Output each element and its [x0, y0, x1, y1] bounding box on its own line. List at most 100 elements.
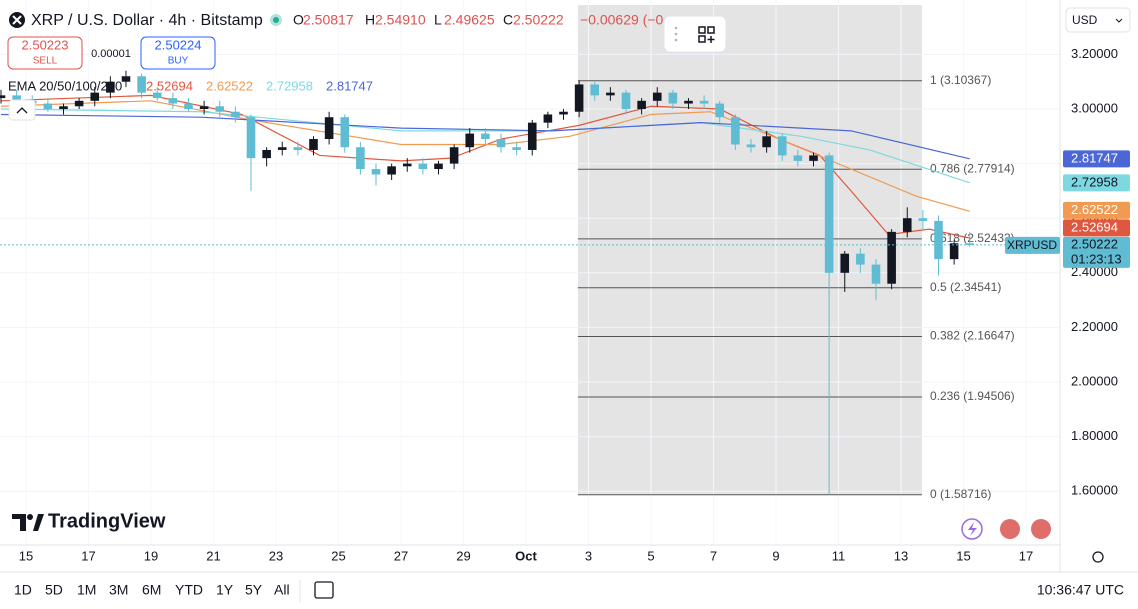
candle-body	[449, 147, 459, 164]
ema-legend-value: 2.72958	[266, 78, 313, 93]
ema-tag-label: 2.81747	[1071, 150, 1118, 165]
event-icon[interactable]	[1031, 519, 1051, 539]
ema-legend-value: 2.62522	[206, 78, 253, 93]
logo-icon	[27, 514, 33, 520]
symbol-icon	[12, 15, 22, 25]
x-tick-label: 21	[206, 548, 220, 563]
ema-legend-value: 2.52694	[146, 78, 193, 93]
y-tick-label: 3.20000	[1071, 46, 1118, 61]
ema-legend: EMA 20/50/100/200	[8, 78, 122, 93]
ema-legend-value: 2.81747	[326, 78, 373, 93]
x-tick-label: 11	[832, 548, 846, 563]
candle-body	[152, 92, 162, 99]
currency-select[interactable]	[1065, 7, 1131, 33]
candle-body	[277, 147, 287, 150]
range-button[interactable]: YTD	[175, 582, 203, 598]
candle-body	[840, 253, 850, 273]
overlay: XRP / U.S. Dollar · 4h · Bitstamp −0.006…	[7, 7, 1131, 602]
candle-body	[824, 155, 834, 273]
ohlc-key: H	[365, 12, 375, 28]
candle-body	[231, 111, 240, 118]
candle-body	[699, 100, 709, 104]
range-button[interactable]: 6M	[142, 582, 161, 598]
layout-icon	[698, 26, 706, 34]
candle-body	[731, 117, 740, 145]
candle-body	[481, 133, 490, 140]
buy-price: 2.50224	[155, 37, 202, 52]
buy-button[interactable]	[140, 36, 216, 70]
candle-body	[918, 218, 928, 221]
candle-body	[121, 76, 131, 82]
x-tick-label: 5	[647, 548, 654, 563]
candle-body	[387, 166, 396, 175]
ema-tag	[1063, 174, 1130, 192]
x-tick-label: 7	[710, 548, 717, 563]
price-tag	[1063, 236, 1130, 268]
range-button[interactable]: 5D	[45, 582, 63, 598]
settings-icon[interactable]	[1092, 551, 1104, 563]
candle-body	[215, 106, 225, 112]
candle-body	[590, 84, 600, 96]
candle-body	[246, 117, 256, 159]
range-button[interactable]: 1Y	[216, 582, 234, 598]
candle-body	[887, 231, 896, 284]
candle-body	[496, 139, 506, 148]
x-tick-label: 27	[394, 548, 408, 563]
candle-body	[637, 100, 646, 110]
ohlc-value: 2.49625	[444, 12, 495, 28]
candle-body	[652, 92, 662, 101]
symbol-tag	[1005, 236, 1060, 254]
x-tick-label: 19	[144, 548, 158, 563]
candle-body	[371, 169, 381, 175]
sell-label: SELL	[33, 56, 58, 67]
candle-body	[262, 149, 271, 159]
chart-title: XRP / U.S. Dollar · 4h · Bitstamp	[31, 12, 263, 29]
candle-body	[12, 95, 21, 101]
layout-icon	[707, 26, 715, 34]
y-tick-label: 2.40000	[1071, 264, 1118, 279]
candle-body	[574, 84, 584, 112]
event-icon[interactable]	[1000, 519, 1020, 539]
toolbar-popup[interactable]	[663, 15, 727, 53]
logo-icon	[12, 514, 26, 531]
candle-body	[59, 106, 68, 110]
ohlc-key: C	[503, 12, 513, 28]
candle-body	[465, 133, 475, 148]
x-tick-label: 13	[894, 548, 908, 563]
candle-body	[762, 136, 771, 148]
collapse-button[interactable]	[8, 99, 36, 121]
candle-body	[168, 98, 178, 104]
ohlc-key: L	[434, 12, 442, 28]
candle-body	[668, 92, 678, 104]
symbol-tag-label: XRPUSD	[1007, 238, 1057, 252]
ema-tag	[1063, 201, 1130, 219]
grip	[674, 26, 678, 30]
y-tick-label: 2.20000	[1071, 319, 1118, 334]
candle-body	[434, 163, 443, 170]
y-tick-label: 3.00000	[1071, 100, 1118, 115]
fib-label: 0.236 (1.94506)	[930, 389, 1015, 403]
ema-tag-label: 2.72958	[1071, 174, 1118, 189]
candle-body	[74, 100, 84, 107]
range-button[interactable]: All	[274, 582, 290, 598]
candle-body	[715, 103, 725, 118]
candle-body	[793, 155, 803, 161]
ohlc-value: 2.50817	[303, 12, 354, 28]
candle-body	[621, 92, 631, 110]
sell-button[interactable]	[7, 36, 83, 70]
fib-label: 0 (1.58716)	[930, 487, 991, 501]
x-tick-label: 23	[269, 548, 283, 563]
calendar-icon[interactable]	[314, 581, 334, 599]
x-tick-label: 9	[772, 548, 779, 563]
range-button[interactable]: 5Y	[245, 582, 263, 598]
x-tick-label: 25	[331, 548, 345, 563]
range-button[interactable]: 1M	[77, 582, 96, 598]
ema-line	[0, 113, 970, 160]
fib-zone	[577, 5, 922, 495]
grip	[674, 38, 678, 42]
range-button[interactable]: 3M	[109, 582, 128, 598]
range-button[interactable]: 1D	[14, 582, 32, 598]
